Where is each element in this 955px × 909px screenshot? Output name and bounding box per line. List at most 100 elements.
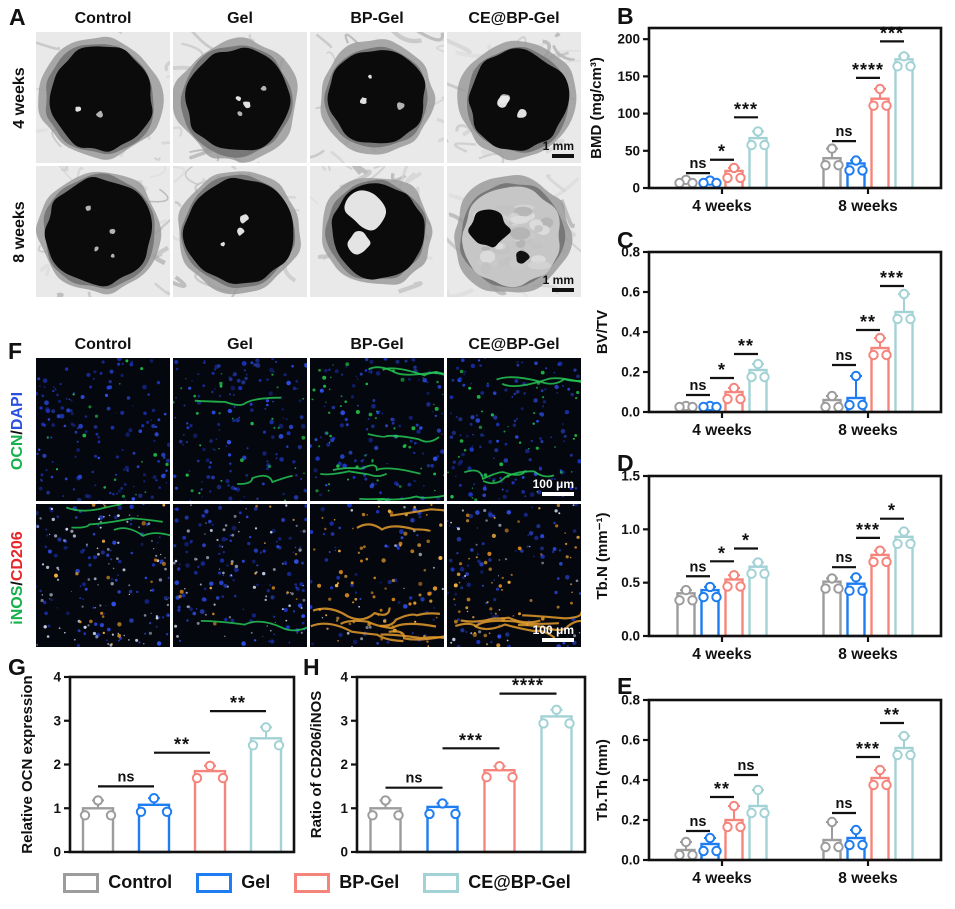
svg-text:ns: ns bbox=[836, 124, 853, 140]
svg-text:1.5: 1.5 bbox=[621, 470, 640, 484]
chart-svg-b: 0 50 100 150 200 BMD (mg/cm³) 4 weeks 8 weeks ns… bbox=[588, 23, 943, 215]
microct-image-4-weeks-bp-gel bbox=[289, 23, 478, 173]
svg-text:**: ** bbox=[174, 735, 190, 755]
svg-text:ns: ns bbox=[118, 769, 135, 785]
scale-bar-line bbox=[552, 154, 574, 158]
fluorescence-image-inos-cd206-control bbox=[34, 499, 194, 648]
bar-bp-gel-8-weeks bbox=[870, 97, 890, 190]
svg-text:*: * bbox=[718, 142, 726, 162]
panel-f-column-headers: Control Gel BP-Gel CE@BP-Gel bbox=[36, 336, 581, 354]
microct-image-8-weeks-ce-bp-gel: 1 mm bbox=[437, 166, 592, 300]
scale-bar: 1 mm bbox=[543, 140, 574, 158]
scale-bar-line bbox=[552, 288, 574, 292]
svg-text:***: *** bbox=[880, 268, 904, 288]
panel-label-a: A bbox=[9, 4, 26, 30]
svg-text:4 weeks: 4 weeks bbox=[692, 646, 751, 663]
svg-text:ns: ns bbox=[406, 771, 423, 787]
svg-text:50: 50 bbox=[625, 143, 640, 158]
row-label-part: iNOS bbox=[9, 585, 26, 625]
svg-text:3: 3 bbox=[340, 713, 348, 728]
bar-ce-bp-gel-8-weeks bbox=[894, 535, 914, 638]
svg-text:8 weeks: 8 weeks bbox=[838, 422, 897, 439]
panel-a-row-label-4-weeks: 4 weeks bbox=[11, 67, 28, 129]
fluorescence-image-inos-cd206-ce-bp-gel: 100 μm bbox=[445, 502, 613, 649]
svg-text:0.6: 0.6 bbox=[621, 285, 640, 300]
panel-f-header-gel: Gel bbox=[227, 336, 253, 353]
panel-a-header-bp-gel: BP-Gel bbox=[350, 10, 404, 27]
svg-text:0.8: 0.8 bbox=[621, 246, 640, 260]
scale-bar-label: 100 μm bbox=[532, 623, 574, 637]
svg-text:0: 0 bbox=[340, 845, 348, 860]
y-axis-label: BMD (mg/cm³) bbox=[588, 57, 605, 159]
svg-text:4: 4 bbox=[53, 670, 61, 685]
legend-swatch-gel bbox=[196, 872, 233, 893]
svg-text:100: 100 bbox=[617, 106, 640, 121]
panel-label-g: G bbox=[8, 654, 26, 680]
panel-f-image-grid: 100 μm 100 μm bbox=[34, 356, 618, 649]
y-axis-label: Tb.Th (mm) bbox=[594, 739, 611, 821]
svg-text:*: * bbox=[718, 360, 726, 380]
svg-text:0: 0 bbox=[53, 845, 61, 860]
panel-label-h: H bbox=[303, 654, 320, 680]
svg-text:4 weeks: 4 weeks bbox=[692, 422, 751, 439]
svg-text:1: 1 bbox=[340, 801, 348, 816]
svg-text:4: 4 bbox=[340, 670, 348, 685]
svg-text:0.0: 0.0 bbox=[621, 629, 640, 644]
y-axis-label: Tb.N (mm⁻¹) bbox=[594, 512, 611, 599]
svg-text:**: ** bbox=[230, 693, 246, 713]
svg-text:**: ** bbox=[884, 705, 900, 725]
chart-bmd: 0 50 100 150 200 BMD (mg/cm³) 4 weeks 8 weeks ns… bbox=[585, 22, 955, 222]
bar-ce-bp-gel-8-weeks bbox=[894, 310, 914, 414]
fluorescence-image-inos-cd206-gel bbox=[172, 503, 313, 647]
bar-bp-gel bbox=[193, 769, 227, 854]
row-label-part: OCN bbox=[9, 434, 26, 471]
panel-f-header-control: Control bbox=[74, 336, 132, 353]
bar-ce-bp-gel-8-weeks bbox=[894, 58, 914, 190]
bar-ce-bp-gel-8-weeks bbox=[894, 746, 914, 862]
microct-image-8-weeks-bp-gel bbox=[297, 157, 444, 297]
scale-bar-label: 1 mm bbox=[542, 273, 574, 287]
microct-image-4-weeks-control bbox=[18, 12, 192, 163]
panel-label-e: E bbox=[617, 673, 633, 699]
legend-item-bp-gel: BP-Gel bbox=[294, 872, 399, 893]
svg-text:8 weeks: 8 weeks bbox=[838, 198, 897, 215]
panel-label-d: D bbox=[617, 450, 634, 476]
scale-bar-label: 1 mm bbox=[542, 139, 574, 153]
svg-text:**: ** bbox=[860, 312, 876, 332]
chart-ocn-expression: 0 1 2 3 4 Relative OCN expression ns ** ** bbox=[12, 670, 302, 862]
svg-text:*: * bbox=[718, 543, 726, 563]
svg-text:1.0: 1.0 bbox=[621, 522, 640, 537]
y-axis-label: Ratio of CD206/iNOS bbox=[308, 691, 325, 839]
svg-text:0.4: 0.4 bbox=[621, 325, 640, 340]
svg-text:ns: ns bbox=[690, 814, 707, 830]
svg-text:***: *** bbox=[880, 23, 904, 43]
panel-label-c: C bbox=[617, 227, 634, 253]
y-axis-label: Relative OCN expression bbox=[19, 675, 36, 853]
y-axis-label: BV/TV bbox=[594, 310, 611, 354]
chart-tbn: 0.0 0.5 1.0 1.5 Tb.N (mm⁻¹) 4 weeks 8 weeks ns *… bbox=[585, 469, 955, 670]
bar-bp-gel-8-weeks bbox=[870, 776, 890, 862]
bar-bp-gel bbox=[483, 768, 516, 854]
fluorescence-image-ocn-dapi-bp-gel bbox=[308, 356, 483, 520]
fluorescence-image-ocn-dapi-control bbox=[34, 356, 172, 503]
svg-text:8 weeks: 8 weeks bbox=[838, 646, 897, 663]
svg-text:**: ** bbox=[714, 779, 730, 799]
row-label-part: / bbox=[9, 430, 26, 435]
svg-text:***: *** bbox=[459, 730, 483, 750]
svg-text:0.2: 0.2 bbox=[621, 813, 640, 828]
svg-text:ns: ns bbox=[738, 758, 755, 774]
scale-bar: 100 μm bbox=[533, 624, 574, 642]
svg-text:2: 2 bbox=[53, 757, 61, 772]
row-label-part: CD206 bbox=[9, 531, 26, 582]
legend-swatch-bp-gel bbox=[294, 872, 331, 893]
legend-item-control: Control bbox=[63, 872, 172, 893]
scale-bar: 100 μm bbox=[533, 478, 574, 496]
svg-text:200: 200 bbox=[617, 32, 640, 47]
chart-svg-g: 0 1 2 3 4 Relative OCN expression ns ** ** bbox=[19, 670, 296, 860]
chart-svg-d: 0.00.51.01.5Tb.N (mm⁻¹)4 weeks 8 weeksns*… bbox=[594, 469, 943, 663]
microct-image-4-weeks-ce-bp-gel: 1 mm bbox=[436, 32, 587, 166]
svg-text:1: 1 bbox=[53, 801, 61, 816]
